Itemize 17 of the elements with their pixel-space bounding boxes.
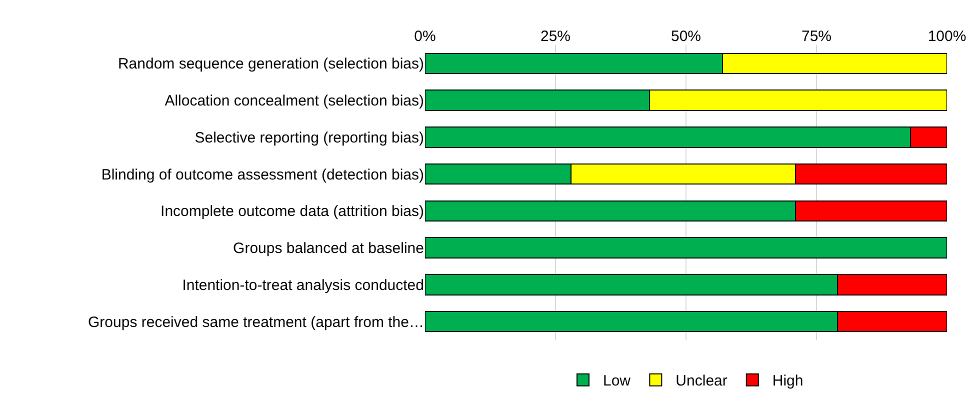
x-tick-label: 25% [540, 28, 571, 45]
x-tick-label: 0% [414, 28, 436, 45]
y-tick-label: Intention-to-treat analysis conducted [182, 276, 424, 294]
x-tick-label: 100% [928, 28, 966, 45]
x-tick-label: 50% [670, 28, 702, 45]
y-tick-label: Groups received same treatment (apart from the… [88, 314, 424, 331]
legend-label: Unclear [676, 372, 728, 390]
y-tick-label: Incomplete outcome data (attrition bias) [160, 203, 424, 220]
bar [425, 237, 947, 258]
legend-label: Low [603, 372, 631, 390]
legend-label: High [772, 372, 804, 390]
x-tick-label: 75% [801, 28, 832, 45]
y-tick-label: Selective reporting (reporting bias) [194, 129, 424, 146]
y-tick-label: Groups balanced at baseline [233, 240, 424, 258]
y-tick-label: Blinding of outcome assessment (detection bias) [101, 166, 424, 184]
y-tick-label: Allocation concealment (selection bias) [164, 92, 424, 110]
y-tick-label: Random sequence generation (selection bias) [118, 56, 424, 73]
